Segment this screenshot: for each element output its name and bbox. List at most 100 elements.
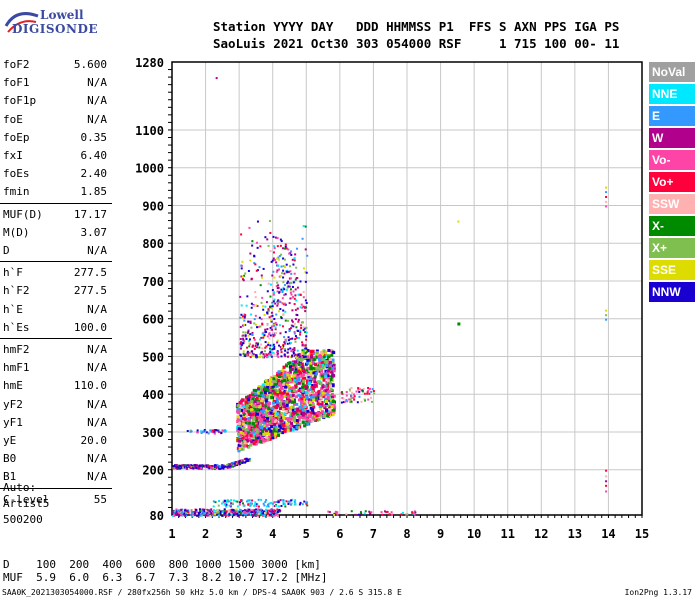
echo-point xyxy=(240,233,243,236)
echo-point xyxy=(242,337,245,340)
echo-point xyxy=(272,343,275,346)
echo-point xyxy=(196,512,199,515)
echo-point xyxy=(320,360,324,364)
echo-point xyxy=(260,318,263,321)
echo-point xyxy=(319,412,323,416)
echo-point xyxy=(290,281,293,284)
echo-point xyxy=(279,238,282,241)
echo-point xyxy=(284,243,287,246)
echo-point xyxy=(247,510,250,513)
echo-point xyxy=(260,388,264,392)
echo-point xyxy=(289,297,292,300)
echo-point xyxy=(241,278,244,281)
echo-point xyxy=(266,514,269,517)
echo-point xyxy=(226,513,229,516)
echo-point xyxy=(328,382,332,386)
echo-point xyxy=(260,508,263,511)
echo-point xyxy=(233,461,236,464)
echo-point xyxy=(320,357,324,361)
echo-point xyxy=(270,311,273,314)
echo-point xyxy=(310,353,314,357)
echo-point xyxy=(256,304,259,307)
echo-point xyxy=(314,355,318,359)
echo-point xyxy=(273,334,276,337)
echo-point xyxy=(345,391,348,394)
echo-point xyxy=(308,403,312,407)
echo-point xyxy=(280,351,283,354)
param-row-fof1p: foF1p N/A xyxy=(0,92,112,110)
echo-point xyxy=(256,220,259,223)
echo-point xyxy=(284,331,287,334)
echo-point xyxy=(321,366,325,370)
x-tick-label: 5 xyxy=(303,527,310,541)
echo-point xyxy=(246,350,249,353)
echo-point xyxy=(275,384,279,388)
echo-point xyxy=(282,423,286,427)
echo-point xyxy=(225,511,228,514)
echo-point xyxy=(280,316,283,319)
echo-point xyxy=(244,460,247,463)
echo-point xyxy=(250,326,253,329)
echo-point xyxy=(312,371,316,375)
echo-point xyxy=(319,373,323,377)
echo-point xyxy=(274,509,277,512)
echo-point xyxy=(285,263,288,266)
echo-point xyxy=(264,378,268,382)
echo-point xyxy=(269,334,272,337)
echo-point xyxy=(259,422,263,426)
echo-point xyxy=(249,443,253,447)
echo-point xyxy=(215,77,218,80)
echo-point xyxy=(247,458,250,461)
echo-point xyxy=(301,368,305,372)
echo-point xyxy=(183,514,186,517)
echo-point xyxy=(283,341,286,344)
param-name: D xyxy=(3,244,10,257)
echo-point xyxy=(297,336,300,339)
param-row-mufd: MUF(D) 17.17 xyxy=(0,206,112,224)
echo-point xyxy=(214,467,217,470)
echo-point xyxy=(240,445,244,449)
echo-point xyxy=(314,371,318,375)
echo-point xyxy=(276,404,280,408)
echo-point xyxy=(229,504,232,507)
echo-point xyxy=(215,467,218,470)
echo-point xyxy=(264,410,268,414)
echo-point xyxy=(249,259,252,262)
echo-point xyxy=(271,348,274,351)
echo-point xyxy=(286,270,289,273)
echo-point xyxy=(317,354,321,358)
echo-point xyxy=(302,372,306,376)
echo-point xyxy=(324,399,328,403)
echo-point xyxy=(292,365,296,369)
echo-point xyxy=(306,409,310,413)
echo-point xyxy=(263,510,266,513)
echo-point xyxy=(326,404,330,408)
echo-point xyxy=(284,427,288,431)
echo-point xyxy=(231,465,234,468)
echo-point xyxy=(301,349,304,352)
echo-point xyxy=(268,420,272,424)
echo-point xyxy=(287,336,290,339)
echo-point xyxy=(183,511,186,514)
echo-point xyxy=(232,510,235,513)
echo-point xyxy=(303,356,306,359)
echo-point xyxy=(245,433,249,437)
echo-point xyxy=(279,332,282,335)
echo-point xyxy=(253,318,256,321)
echo-point xyxy=(255,430,259,434)
echo-point xyxy=(297,389,301,393)
echo-point xyxy=(284,319,287,322)
echo-point xyxy=(209,514,212,517)
echo-point xyxy=(190,510,193,513)
echo-point xyxy=(298,361,302,365)
echo-point xyxy=(290,253,293,256)
echo-point xyxy=(236,417,240,421)
echo-point xyxy=(289,365,293,369)
echo-point xyxy=(289,367,293,371)
echo-point xyxy=(340,401,343,404)
echo-point xyxy=(248,503,251,506)
echo-point xyxy=(316,402,320,406)
echo-point xyxy=(193,512,196,515)
echo-point xyxy=(288,285,291,288)
echo-point xyxy=(405,513,408,516)
